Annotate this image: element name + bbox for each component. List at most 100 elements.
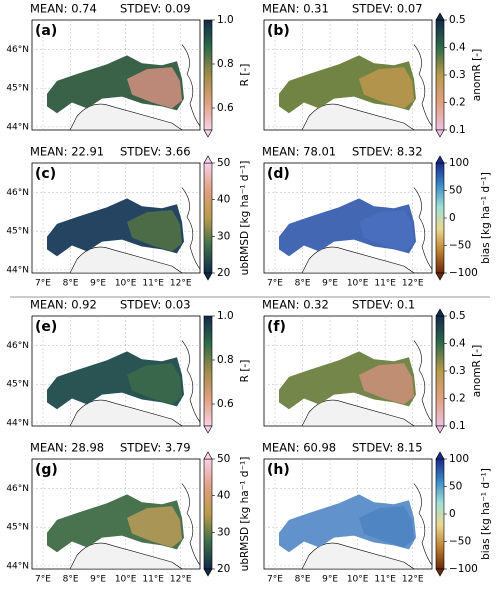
colorbar-extend-min	[435, 129, 445, 138]
apennines-land	[301, 399, 415, 427]
colorbar-tick-label: 50	[217, 453, 230, 465]
colorbar-tick-label: 0.4	[449, 42, 466, 54]
lat-tick-label: 44°N	[6, 122, 29, 132]
lon-tick-label: 10°E	[115, 279, 137, 289]
colorbar-extend-max	[203, 155, 213, 164]
stdev-text: STDEV: 0.07	[352, 2, 423, 16]
colorbar-label: bias [kg ha⁻¹ d⁻¹]	[480, 468, 492, 560]
apennines-land	[69, 399, 183, 427]
colorbar	[435, 458, 445, 570]
colorbar-extend-max	[435, 451, 445, 460]
apennines-land	[69, 103, 183, 131]
colorbar-tick-label: 100	[449, 453, 469, 465]
mean-text: MEAN: 0.32	[262, 298, 329, 312]
colorbar	[203, 19, 213, 131]
colorbar-tick-label: 20	[217, 563, 230, 575]
lon-tick-label: 8°E	[63, 575, 79, 585]
crop-area-variation	[127, 67, 182, 109]
colorbar-tick-label: 0.8	[217, 58, 234, 70]
adriatic-coast	[413, 44, 433, 127]
lon-tick-label: 12°E	[402, 279, 424, 289]
adriatic-coast	[181, 483, 201, 566]
crop-area-variation	[359, 506, 414, 548]
colorbar-tick-label: 20	[217, 267, 230, 279]
stdev-text: STDEV: 0.1	[352, 298, 415, 312]
colorbar-extend-max	[435, 308, 445, 317]
colorbar-tick-label: 30	[217, 526, 230, 538]
lat-tick-label: 45°N	[6, 84, 29, 94]
colorbar-extend-min	[203, 568, 213, 577]
lon-tick-label: 7°E	[267, 279, 283, 289]
panel-label: (g)	[35, 462, 58, 478]
colorbar-tick-label: 50	[217, 157, 230, 169]
colorbar-extend-max	[203, 451, 213, 460]
panel-label: (h)	[267, 462, 290, 478]
lat-tick-label: 46°N	[6, 188, 29, 198]
colorbar-tick-label: 40	[217, 490, 230, 502]
mean-text: MEAN: 78.01	[262, 145, 336, 159]
colorbar-label: R [-]	[239, 360, 251, 383]
crop-area-variation	[359, 67, 414, 109]
lat-tick-label: 46°N	[6, 484, 29, 494]
panel-label: (b)	[267, 23, 290, 39]
colorbar-tick-label: −100	[449, 563, 478, 575]
colorbar-tick-label: 0	[449, 212, 456, 224]
panel-label: (f)	[267, 319, 286, 335]
colorbar	[435, 19, 445, 131]
apennines-land	[301, 542, 415, 570]
colorbar	[203, 315, 213, 427]
adriatic-coast	[413, 187, 433, 270]
adriatic-coast	[413, 340, 433, 423]
colorbar-tick-label: 50	[449, 185, 462, 197]
lat-tick-label: 44°N	[6, 418, 29, 428]
lat-tick-label: 45°N	[6, 380, 29, 390]
adriatic-coast	[181, 44, 201, 127]
colorbar-tick-label: 0.5	[449, 14, 466, 26]
colorbar-tick-label: 0	[449, 508, 456, 520]
colorbar	[203, 458, 213, 570]
colorbar-label: anomR [-]	[471, 345, 483, 397]
crop-area-variation	[359, 210, 414, 252]
colorbar	[435, 162, 445, 274]
lat-tick-label: 45°N	[6, 227, 29, 237]
lon-tick-label: 11°E	[142, 575, 164, 585]
crop-area-variation	[127, 210, 182, 252]
apennines-land	[69, 246, 183, 274]
lat-tick-label: 44°N	[6, 561, 29, 571]
lon-tick-label: 10°E	[347, 575, 369, 585]
colorbar-extend-min	[203, 129, 213, 138]
stdev-text: STDEV: 0.09	[120, 2, 191, 16]
lon-tick-label: 8°E	[295, 279, 311, 289]
stdev-text: STDEV: 8.15	[352, 441, 423, 455]
lon-tick-label: 12°E	[402, 575, 424, 585]
colorbar-tick-label: 0.1	[449, 420, 466, 432]
colorbar-tick-label: 0.6	[217, 398, 234, 410]
panel-label: (a)	[35, 23, 57, 39]
colorbar-label: bias [kg ha⁻¹ d⁻¹]	[480, 172, 492, 264]
colorbar-tick-label: 0.3	[449, 365, 466, 377]
colorbar-tick-label: 0.8	[217, 354, 234, 366]
panel-label: (c)	[35, 166, 56, 182]
crop-area-variation	[127, 506, 182, 548]
lon-tick-label: 12°E	[170, 575, 192, 585]
mean-text: MEAN: 0.74	[30, 2, 97, 16]
colorbar-tick-label: 0.2	[449, 393, 466, 405]
colorbar-tick-label: 50	[449, 481, 462, 493]
lon-tick-label: 7°E	[35, 279, 51, 289]
colorbar-extend-min	[203, 272, 213, 281]
lon-tick-label: 11°E	[374, 575, 396, 585]
adriatic-coast	[181, 340, 201, 423]
stdev-text: STDEV: 0.03	[120, 298, 191, 312]
apennines-land	[69, 542, 183, 570]
apennines-land	[301, 246, 415, 274]
panel-label: (e)	[35, 319, 57, 335]
lon-tick-label: 9°E	[322, 279, 338, 289]
colorbar-tick-label: 100	[449, 157, 469, 169]
colorbar-tick-label: 30	[217, 230, 230, 242]
colorbar	[203, 162, 213, 274]
colorbar-label: R [-]	[239, 64, 251, 87]
colorbar-tick-label: −50	[449, 240, 471, 252]
lon-tick-label: 10°E	[347, 279, 369, 289]
colorbar	[435, 315, 445, 427]
